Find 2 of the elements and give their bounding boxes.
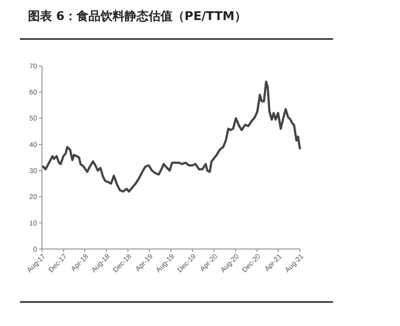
- line-series: [42, 80, 301, 193]
- chart-title: 图表 6：食品饮料静态估值（PE/TTM）: [28, 9, 246, 23]
